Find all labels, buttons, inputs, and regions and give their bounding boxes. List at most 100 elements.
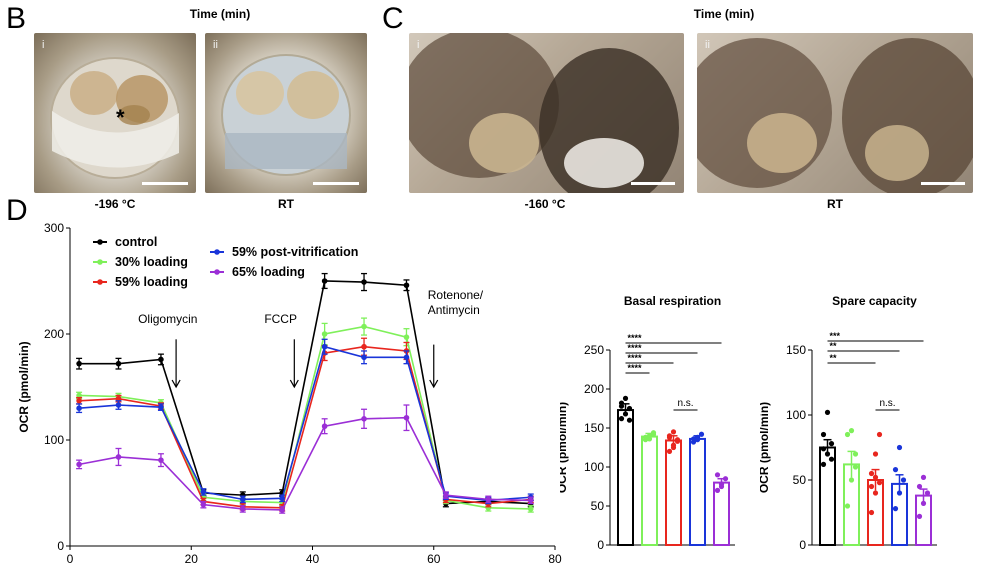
- x-tick-label: 0: [67, 552, 74, 566]
- data-point: [698, 431, 705, 437]
- x-tick-label: 60: [427, 552, 441, 566]
- scale-bar: [631, 182, 675, 185]
- y-tick-label: 50: [793, 473, 807, 487]
- chart-title: Spare capacity: [832, 294, 917, 308]
- data-point: [485, 496, 492, 503]
- data-point: [443, 492, 449, 498]
- data-point: [820, 446, 827, 452]
- data-point: [321, 343, 328, 350]
- data-point: [872, 474, 879, 480]
- bar: [665, 439, 682, 546]
- series-line-3: [79, 345, 531, 502]
- y-axis-label: OCR (pmol/min): [560, 402, 569, 493]
- data-point: [618, 403, 625, 409]
- data-point: [115, 454, 122, 460]
- basal-respiration-chart: Basal respiration 0 50 100 150 200 250 OCR (pmo…: [560, 294, 735, 552]
- tissue-illustration: [697, 33, 973, 193]
- data-point: [158, 457, 164, 463]
- y-axis-label: OCR (pmol/min): [760, 402, 771, 493]
- annotation-label: Rotenone/: [428, 288, 484, 302]
- data-point: [403, 354, 410, 361]
- data-point: [670, 444, 677, 451]
- data-point: [872, 490, 879, 496]
- annotation-label: Antimycin: [428, 303, 480, 317]
- y-tick-label: 150: [584, 421, 604, 435]
- data-point: [852, 464, 859, 470]
- data-point: [876, 480, 883, 486]
- data-point: [321, 278, 328, 284]
- x-tick-label: 40: [306, 552, 320, 566]
- ns-label: n.s.: [677, 398, 693, 409]
- data-point: [321, 331, 328, 337]
- data-point: [618, 416, 625, 422]
- scale-bar: [921, 182, 965, 185]
- panel-d-letter: D: [6, 194, 28, 227]
- legend-marker: [97, 279, 103, 285]
- data-point: [626, 405, 633, 412]
- tissue-illustration: [409, 33, 684, 193]
- data-point: [666, 448, 673, 454]
- data-point: [828, 456, 835, 462]
- data-point: [828, 441, 835, 447]
- data-point: [626, 417, 633, 423]
- scale-bar: [142, 182, 188, 185]
- panel-c-image-i: i: [409, 33, 684, 193]
- panel-b-ii-label: ii: [213, 39, 218, 51]
- significance-label: ***: [830, 331, 841, 341]
- data-point: [896, 490, 903, 496]
- data-point: [403, 334, 410, 340]
- data-point: [115, 360, 122, 367]
- series-line-0: [79, 280, 531, 505]
- data-point: [920, 474, 927, 480]
- data-point: [361, 323, 367, 330]
- data-point: [714, 487, 721, 493]
- data-point: [824, 409, 831, 415]
- data-point: [690, 436, 697, 442]
- series-line-2: [79, 345, 531, 509]
- data-point: [239, 496, 246, 503]
- brain-slice-illustration: [50, 57, 180, 179]
- x-tick-label: 80: [548, 552, 562, 566]
- data-point: [892, 467, 899, 473]
- data-point: [896, 444, 903, 451]
- panel-c-ii-label: ii: [705, 39, 710, 51]
- y-axis-label: OCR (pmol/min): [17, 341, 31, 432]
- data-point: [900, 477, 907, 483]
- y-tick-label: 0: [597, 538, 604, 552]
- panel-b-image-i: i *: [34, 33, 196, 193]
- ocr-timecourse-chart: 0 100 200 300 0 20 40 60 80 OCR (pmol/min) Oligomy…: [17, 221, 562, 566]
- data-point: [718, 483, 725, 490]
- ns-label: n.s.: [879, 398, 895, 409]
- data-point: [403, 414, 410, 421]
- significance-label: ****: [628, 343, 643, 353]
- significance-label: **: [830, 341, 838, 351]
- data-point: [824, 451, 831, 457]
- data-point: [403, 282, 410, 289]
- panel-c-i-label: i: [417, 39, 420, 51]
- data-point: [76, 392, 82, 399]
- data-point: [722, 476, 729, 482]
- legend-marker: [97, 259, 103, 265]
- data-point: [622, 395, 629, 401]
- data-point: [694, 437, 701, 443]
- y-tick-label: 100: [584, 460, 604, 474]
- data-point: [674, 438, 681, 444]
- data-point: [361, 279, 367, 285]
- series-line-1: [79, 325, 531, 510]
- data-point: [670, 429, 677, 435]
- data-point: [115, 402, 122, 408]
- annotation-label: Oligomycin: [138, 312, 197, 326]
- annotation-arrowhead: [171, 379, 181, 389]
- panel-c-caption-ii: RT: [827, 197, 843, 211]
- data-point: [892, 506, 899, 512]
- legend-label: 65% loading: [232, 265, 305, 279]
- significance-label: ****: [628, 333, 643, 343]
- data-point: [527, 506, 534, 512]
- significance-label: ****: [628, 353, 643, 363]
- y-tick-label: 200: [584, 382, 604, 396]
- legend-label: control: [115, 235, 157, 249]
- data-point: [920, 500, 927, 506]
- data-point: [115, 395, 122, 402]
- data-point: [527, 497, 534, 504]
